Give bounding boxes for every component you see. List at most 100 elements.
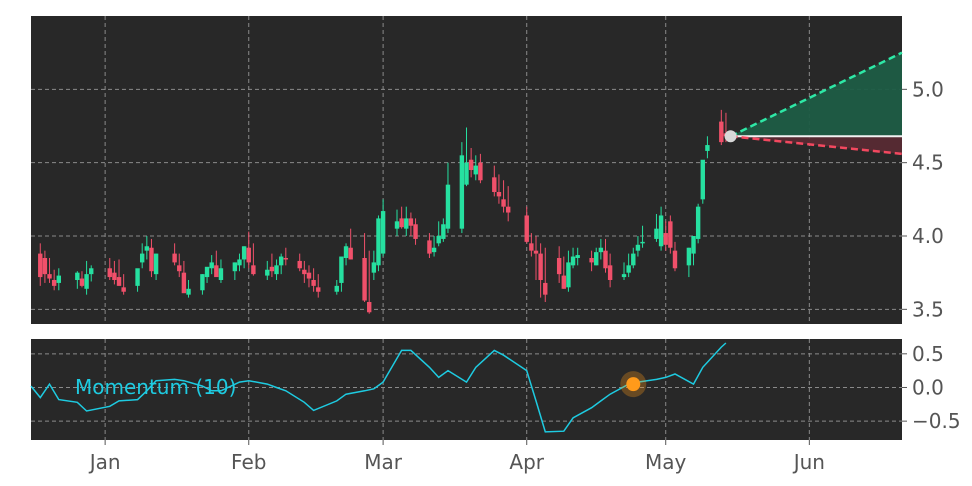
- candle-body: [371, 262, 377, 273]
- candle-body: [84, 274, 89, 289]
- candle-body: [672, 250, 678, 269]
- candle-body: [658, 215, 664, 247]
- candle-body: [79, 278, 85, 286]
- candle-body: [501, 199, 506, 207]
- candle-body: [445, 184, 451, 229]
- candle-body: [570, 256, 576, 266]
- candle-body: [427, 240, 432, 254]
- candle-body: [441, 224, 446, 239]
- price-ytick-label: 4.5: [912, 151, 944, 175]
- candle-body: [283, 258, 289, 260]
- candle-body: [686, 247, 692, 266]
- candle-body: [464, 162, 469, 185]
- xtick-label: Jan: [88, 450, 121, 474]
- indicator-label: Momentum (10): [75, 375, 236, 399]
- candle-body: [311, 280, 316, 286]
- candle-body: [306, 272, 312, 279]
- candle-body: [246, 247, 251, 263]
- candle-body: [343, 246, 349, 258]
- candle-body: [635, 244, 641, 251]
- candle-body: [695, 206, 701, 239]
- candle-body: [626, 265, 631, 273]
- candle-body: [492, 177, 497, 192]
- candle-body: [538, 253, 543, 280]
- momentum-series: [30, 342, 727, 433]
- candle-body: [47, 274, 52, 279]
- candle-body: [556, 258, 562, 275]
- candle-body: [380, 211, 386, 254]
- candle-body: [362, 258, 367, 301]
- candle-body: [575, 255, 580, 258]
- price-ytick-label: 5.0: [912, 77, 944, 101]
- momentum-line: [30, 342, 727, 433]
- candle-body: [468, 159, 474, 170]
- candle-body: [42, 258, 48, 275]
- forecast-downside-area: [730, 136, 902, 154]
- candle-body: [172, 253, 177, 263]
- candle-body: [603, 250, 608, 269]
- candle-body: [668, 221, 673, 248]
- xtick-label: Apr: [509, 450, 544, 474]
- forecast-cone: [730, 51, 903, 156]
- candle-body: [566, 262, 571, 288]
- candle-body: [241, 246, 247, 260]
- candle-body: [496, 192, 502, 197]
- candle-body: [149, 247, 154, 272]
- candlestick-series: [38, 109, 737, 314]
- candle-body: [640, 241, 645, 244]
- price-axis-ticks: 3.5 4.0 4.5 5.0: [902, 77, 944, 321]
- momentum-marker: [626, 377, 641, 392]
- candle-body: [339, 256, 344, 283]
- x-axis-ticks: Jan Feb Mar Apr May Jun: [88, 440, 825, 474]
- candle-body: [524, 215, 529, 242]
- candle-body: [719, 121, 724, 143]
- xtick-label: May: [645, 450, 687, 474]
- indicator-axis-ticks: −0.5 0.0 0.5: [902, 342, 961, 433]
- candle-body: [51, 280, 57, 286]
- candle-body: [112, 272, 117, 280]
- candle-body: [533, 250, 539, 254]
- candle-body: [408, 218, 414, 226]
- candle-body: [459, 155, 465, 229]
- candle-body: [237, 259, 242, 266]
- candle-body: [274, 265, 279, 275]
- candle-body: [404, 218, 409, 229]
- candle-body: [478, 162, 483, 181]
- candle-body: [153, 253, 159, 275]
- candle-body: [181, 272, 187, 294]
- candle-body: [700, 159, 705, 200]
- candle-body: [663, 233, 668, 245]
- candle-body: [278, 256, 284, 266]
- candle-body: [200, 274, 205, 291]
- candle-body: [691, 236, 696, 254]
- candle-body: [436, 236, 441, 244]
- indicator-panel: [31, 339, 902, 440]
- candle-body: [116, 277, 122, 286]
- candle-body: [394, 221, 400, 229]
- candle-body: [89, 268, 94, 275]
- candle-body: [376, 218, 381, 266]
- candle-body: [399, 218, 404, 228]
- candle-body: [204, 266, 210, 278]
- candle-body: [121, 287, 126, 292]
- candle-body: [135, 268, 140, 286]
- candle-body: [598, 247, 604, 253]
- candle-body: [413, 224, 418, 239]
- candle-body: [144, 246, 150, 251]
- xtick-label: Mar: [364, 450, 403, 474]
- candle-body: [297, 260, 302, 269]
- candle-body: [269, 266, 275, 272]
- candle-body: [302, 269, 307, 275]
- candle-body: [316, 287, 321, 292]
- candle-body: [621, 274, 627, 278]
- candle-body: [348, 247, 353, 260]
- indicator-ytick-label: 0.0: [912, 375, 944, 399]
- candle-body: [218, 268, 224, 280]
- indicator-ytick-label: 0.5: [912, 342, 944, 366]
- candle-body: [186, 288, 191, 295]
- candle-body: [543, 282, 548, 295]
- indicator-panel-grid: [31, 339, 902, 440]
- candle-body: [75, 272, 80, 280]
- candle-body: [431, 247, 437, 253]
- candle-body: [589, 258, 594, 263]
